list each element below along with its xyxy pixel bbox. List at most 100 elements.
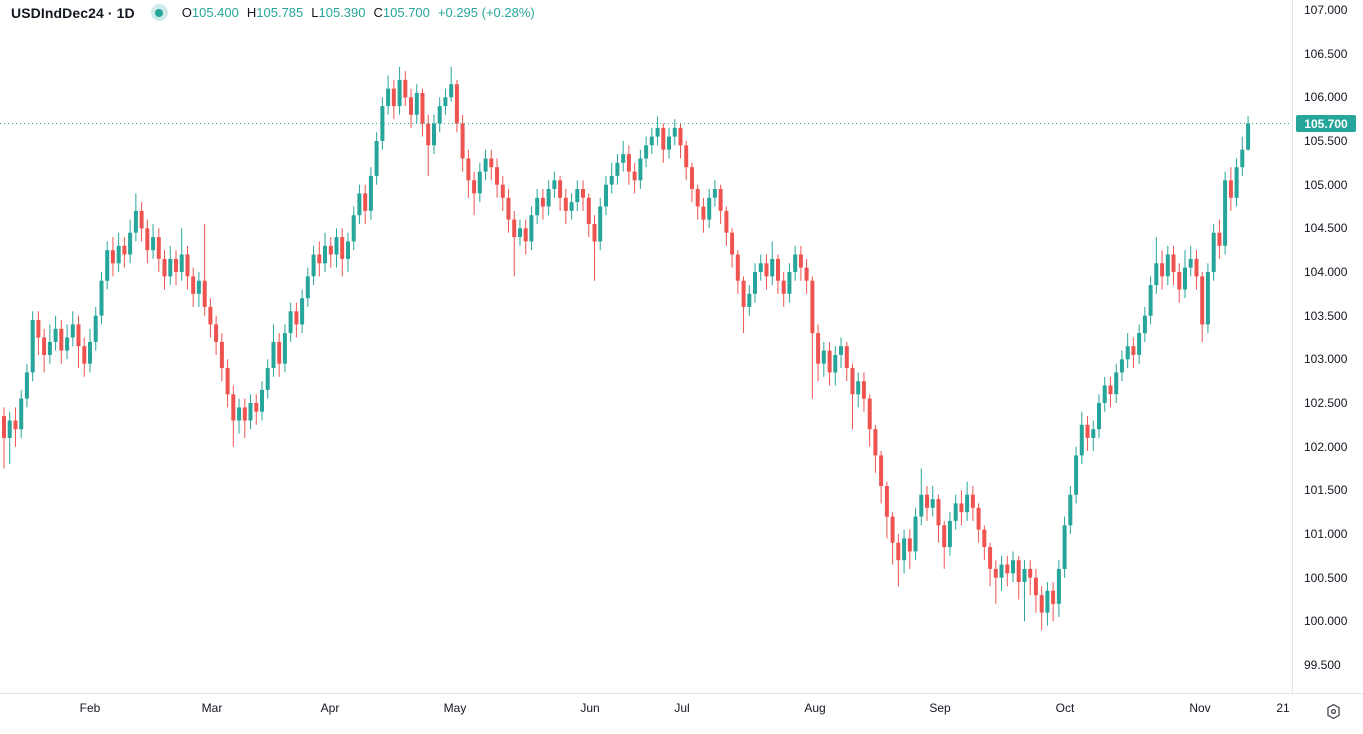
candle-body <box>672 127 677 137</box>
candle-body <box>317 254 322 264</box>
candle-body <box>804 267 809 281</box>
candle-body <box>1119 359 1124 373</box>
candle-body <box>53 328 58 342</box>
candle-body <box>346 241 350 259</box>
candle-body <box>1114 372 1119 395</box>
candle-body <box>821 350 826 364</box>
candle-body <box>248 403 253 421</box>
high-label: H <box>246 5 257 20</box>
gear-hex-icon <box>1326 703 1340 719</box>
price-axis-label: 100.000 <box>1304 614 1348 629</box>
timezone-settings-button[interactable] <box>1322 700 1344 722</box>
candle-body <box>999 564 1004 578</box>
price-axis-label: 107.000 <box>1304 3 1348 17</box>
candle-body <box>993 568 998 578</box>
candle-body <box>844 346 849 368</box>
candle-body <box>1205 272 1210 325</box>
candle-body <box>953 503 958 521</box>
candle-body <box>380 106 385 141</box>
candle-body <box>707 197 712 220</box>
candle-body <box>500 184 505 198</box>
candle-body <box>1211 232 1216 272</box>
candle-body <box>776 258 780 281</box>
candle-body <box>1160 263 1165 277</box>
candle-body <box>1028 568 1033 578</box>
candle-body <box>128 232 133 255</box>
candle-body <box>546 189 551 207</box>
candle-body <box>70 324 75 338</box>
candle-body <box>179 254 184 272</box>
time-axis-label: Mar <box>201 701 223 715</box>
candle-body <box>277 341 282 364</box>
candle-body <box>19 398 24 430</box>
candle-body <box>552 180 557 189</box>
close-value: 105.700 <box>382 5 430 20</box>
candle-body <box>1022 568 1027 582</box>
candle-body <box>1137 333 1142 355</box>
candle-body <box>581 189 585 198</box>
price-axis-label: 104.000 <box>1304 264 1348 279</box>
candle-body <box>867 398 872 430</box>
candle-body <box>151 237 156 251</box>
candlestick-chart[interactable] <box>0 0 1292 693</box>
price-axis-label: 102.500 <box>1304 395 1348 410</box>
time-axis-label: Oct <box>1055 701 1075 715</box>
candle-body <box>724 210 729 233</box>
candle-body <box>1246 123 1251 150</box>
candle-body <box>414 93 419 115</box>
candle-body <box>644 145 649 159</box>
candle-body <box>907 538 912 552</box>
candle-body <box>472 180 477 194</box>
candle-body <box>116 245 121 264</box>
time-axis-label: Aug <box>804 701 826 715</box>
candle-body <box>42 337 47 355</box>
candle-body <box>982 529 987 548</box>
candle-body <box>334 237 339 255</box>
candle-body <box>925 494 929 508</box>
ohlc-readout: O105.400 H105.785 L105.390 C105.700 +0.2… <box>182 5 535 20</box>
candle-body <box>919 494 924 517</box>
candle-body <box>208 306 213 325</box>
candle-body <box>1097 403 1101 430</box>
candle-body <box>105 250 110 281</box>
market-status-dot-icon[interactable] <box>150 4 168 21</box>
time-axis-label: Sep <box>929 701 951 715</box>
candle-body <box>426 123 431 146</box>
candle-body <box>850 368 855 395</box>
candle-body <box>13 420 18 430</box>
candle-body <box>374 141 379 176</box>
candle-body <box>667 136 671 150</box>
candle-body <box>391 88 396 107</box>
candle-body <box>753 272 757 294</box>
time-axis[interactable]: Feb Mar Apr May Jun Jul Aug Sep Oct Nov 21 <box>0 693 1363 734</box>
candle-body <box>558 180 563 198</box>
candle-body <box>856 381 861 395</box>
candle-body <box>305 276 310 299</box>
candle-body <box>59 328 64 351</box>
candle-body <box>1016 560 1021 582</box>
candle-body <box>638 158 643 181</box>
candle-body <box>965 494 970 513</box>
candle-body <box>1051 590 1056 604</box>
candle-body <box>351 215 356 242</box>
candle-body <box>930 499 935 508</box>
price-axis-label: 101.500 <box>1304 483 1348 498</box>
candle-body <box>196 280 201 294</box>
candle-body <box>604 184 608 207</box>
candle-body <box>30 320 35 373</box>
close-label: C <box>373 5 383 20</box>
low-label: L <box>311 5 319 20</box>
price-axis-label: 106.500 <box>1304 46 1348 61</box>
symbol-title[interactable]: USDIndDec24 · 1D <box>11 4 135 21</box>
chart-canvas[interactable] <box>0 0 1292 693</box>
candle-body <box>970 494 975 508</box>
candle-body <box>437 106 442 124</box>
candle-body <box>712 189 717 198</box>
time-axis-label: Jun <box>580 701 600 715</box>
candle-body <box>873 429 878 456</box>
price-axis-label: 99.500 <box>1304 657 1341 672</box>
chart-legend-header: USDIndDec24 · 1D O105.400 H105.785 L105.… <box>11 4 535 21</box>
change-value: +0.295 (+0.28%) <box>437 5 535 20</box>
candle-body <box>833 355 838 373</box>
price-axis[interactable]: 105.700 107.000 106.500 106.000 105.500 105.… <box>1293 0 1363 693</box>
